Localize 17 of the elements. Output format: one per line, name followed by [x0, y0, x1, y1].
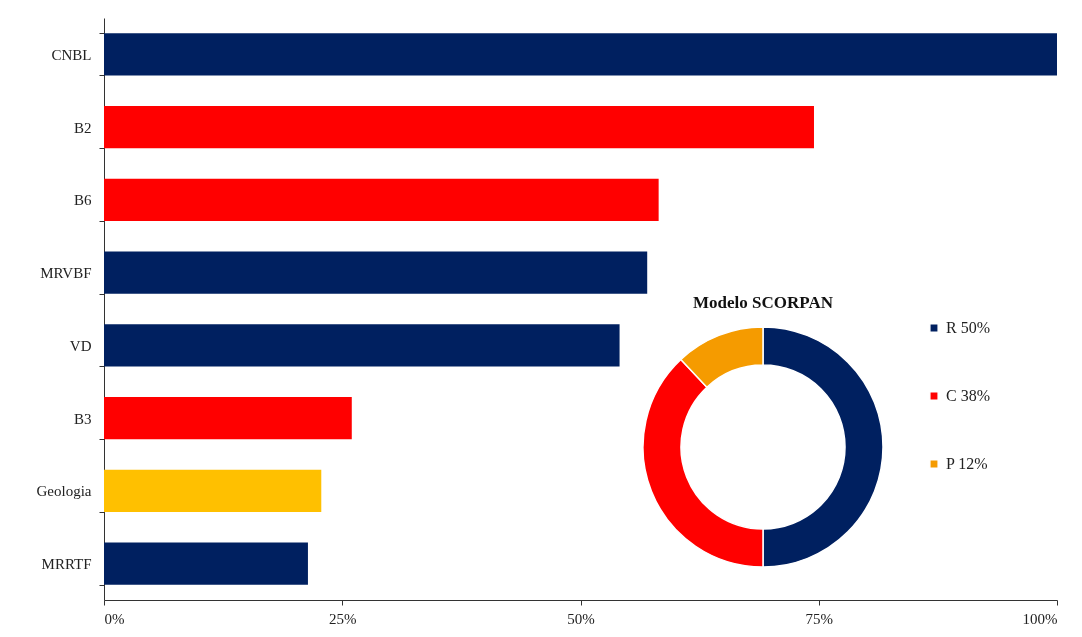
x-tick-label: 100%: [1022, 610, 1058, 627]
legend-label: P 12%: [946, 455, 988, 472]
legend-label: C 38%: [946, 387, 990, 404]
x-tick-label: 25%: [329, 610, 357, 627]
y-tick-label: Geologia: [36, 483, 92, 500]
chart-title: Modelo SCORPAN: [693, 293, 834, 312]
y-tick-label: B2: [73, 119, 92, 136]
y-tick-label: B3: [73, 410, 92, 427]
legend-label: R 50%: [946, 319, 990, 336]
y-tick-label: VD: [69, 337, 92, 354]
y-tick-label: B6: [73, 192, 92, 209]
x-tick-label: 0%: [104, 610, 125, 627]
x-tick-label: 75%: [805, 610, 833, 627]
y-tick-label: MRRTF: [41, 556, 92, 573]
x-tick-label: 50%: [567, 610, 595, 627]
y-tick-label: CNBL: [51, 46, 92, 63]
y-tick-label: MRVBF: [40, 265, 92, 282]
